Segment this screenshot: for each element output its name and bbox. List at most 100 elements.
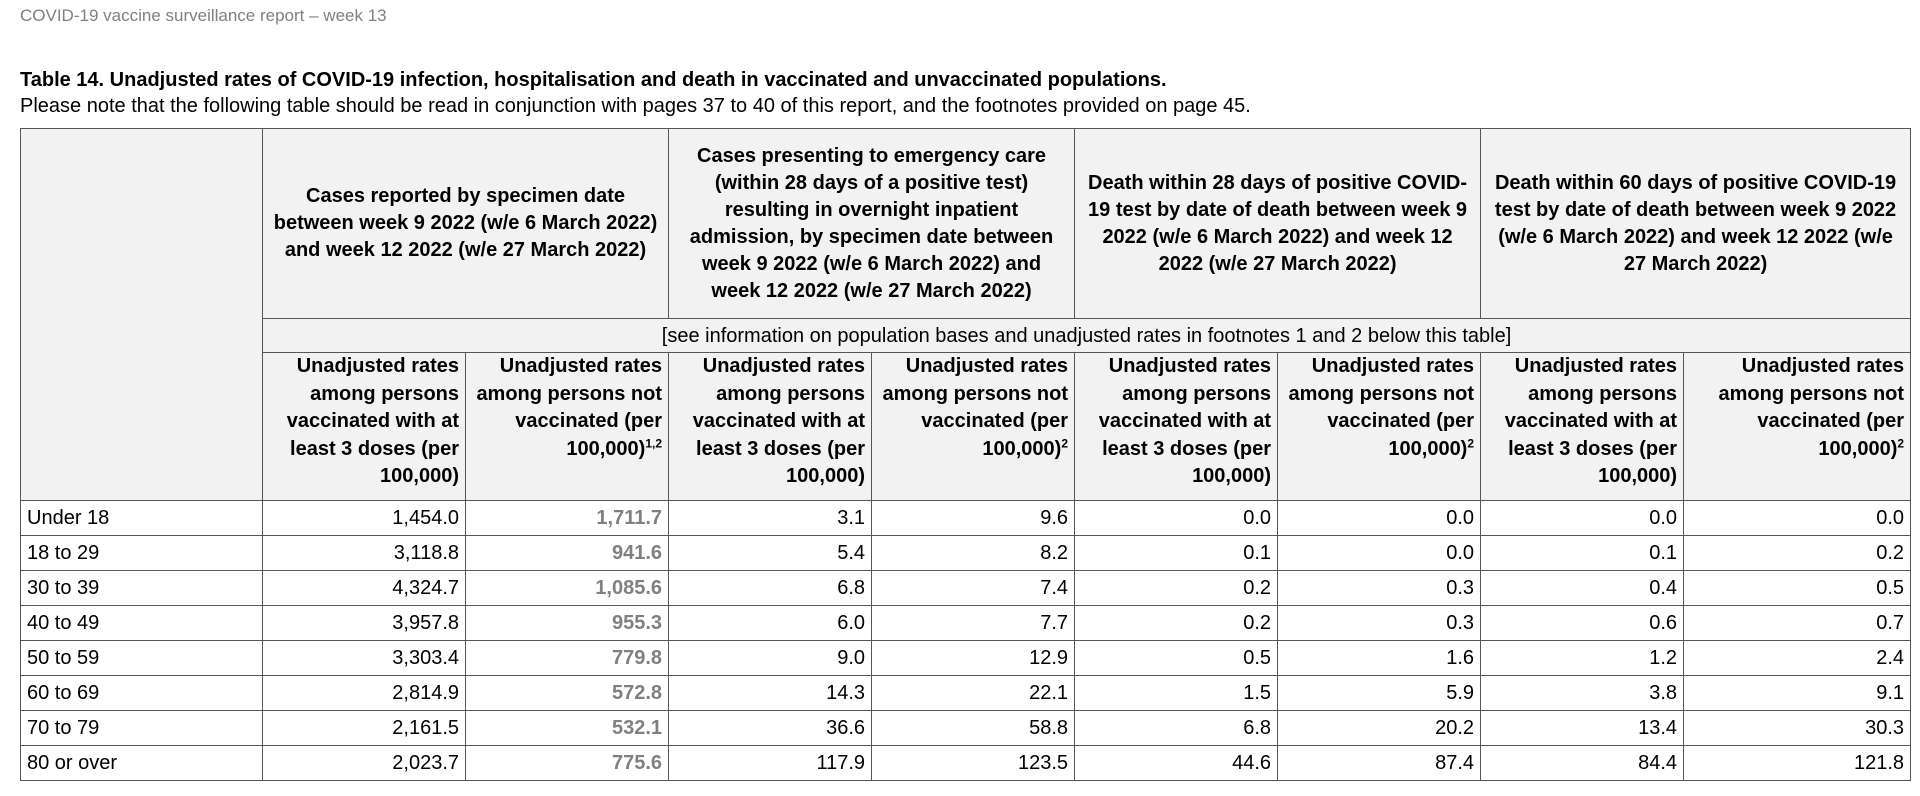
table-cell: 0.1: [1480, 535, 1685, 571]
table-cell: 0.1: [1074, 535, 1279, 571]
table-cell: 9.0: [668, 640, 873, 676]
table-cell: 0.0: [1480, 500, 1685, 536]
group-header-emergency-care: Cases presenting to emergency care (with…: [668, 128, 1076, 319]
table-row: 40 to 49 3,957.8 955.3 6.0 7.7 0.2 0.3 0…: [20, 605, 1912, 641]
table-cell: 44.6: [1074, 745, 1279, 781]
table-cell: 36.6: [668, 710, 873, 746]
table-cell: 7.7: [871, 605, 1076, 641]
table-cell: 5.9: [1277, 675, 1482, 711]
table-row: 80 or over 2,023.7 775.6 117.9 123.5 44.…: [20, 745, 1912, 781]
table-cell: 87.4: [1277, 745, 1482, 781]
rates-table: Cases reported by specimen date between …: [20, 128, 1912, 781]
table-row: 70 to 79 2,161.5 532.1 36.6 58.8 6.8 20.…: [20, 710, 1912, 746]
table-cell: 9.1: [1683, 675, 1912, 711]
table-row: 60 to 69 2,814.9 572.8 14.3 22.1 1.5 5.9…: [20, 675, 1912, 711]
table-cell: 6.0: [668, 605, 873, 641]
table-cell-highlighted: 1,085.6: [464, 570, 670, 606]
table-cell: 1.6: [1277, 640, 1482, 676]
age-group-label: Under 18: [20, 500, 263, 536]
population-note-row: [see information on population bases and…: [21, 318, 1912, 353]
table-cell: 84.4: [1480, 745, 1685, 781]
table-cell: 12.9: [871, 640, 1076, 676]
table-cell: 6.8: [668, 570, 873, 606]
table-cell: 6.8: [1074, 710, 1279, 746]
table-cell: 9.6: [871, 500, 1076, 536]
table-cell: 0.6: [1480, 605, 1685, 641]
table-cell: 2,161.5: [262, 710, 466, 746]
table-cell: 0.2: [1074, 570, 1279, 606]
age-group-label: 30 to 39: [20, 570, 263, 606]
table-cell: 2,814.9: [262, 675, 466, 711]
group-header-cases: Cases reported by specimen date between …: [261, 128, 670, 319]
column-header: Unadjusted rates among persons vaccinate…: [668, 352, 873, 501]
column-header: Unadjusted rates among persons vaccinate…: [262, 352, 466, 501]
table-cell: 3,118.8: [262, 535, 466, 571]
table-cell: 121.8: [1683, 745, 1912, 781]
table-cell: 20.2: [1277, 710, 1482, 746]
table-caption-title: Table 14. Unadjusted rates of COVID-19 i…: [20, 69, 1167, 91]
column-header: Unadjusted rates among persons not vacci…: [1277, 352, 1482, 501]
table-cell: 3.1: [668, 500, 873, 536]
table-cell: 3,303.4: [262, 640, 466, 676]
table-cell: 2,023.7: [262, 745, 466, 781]
table-cell-highlighted: 1,711.7: [464, 500, 670, 536]
table-cell: 3,957.8: [262, 605, 466, 641]
table-cell: 1.5: [1074, 675, 1279, 711]
table-cell: 22.1: [871, 675, 1076, 711]
table-cell: 3.8: [1480, 675, 1685, 711]
population-note: [see information on population bases and…: [261, 318, 1912, 353]
table-cell: 123.5: [871, 745, 1076, 781]
table-cell: 0.5: [1074, 640, 1279, 676]
age-group-label: 18 to 29: [20, 535, 263, 571]
table-cell: 5.4: [668, 535, 873, 571]
age-group-label: 80 or over: [20, 745, 263, 781]
table-cell-highlighted: 532.1: [464, 710, 670, 746]
age-group-label: 50 to 59: [20, 640, 263, 676]
table-cell: 4,324.7: [262, 570, 466, 606]
table-cell: 1.2: [1480, 640, 1685, 676]
table-cell: 58.8: [871, 710, 1076, 746]
table-row: 30 to 39 4,324.7 1,085.6 6.8 7.4 0.2 0.3…: [20, 570, 1912, 606]
group-header-death-60-days: Death within 60 days of positive COVID-1…: [1480, 128, 1912, 319]
group-header-row: Cases reported by specimen date between …: [20, 128, 1912, 501]
table-cell: 0.2: [1074, 605, 1279, 641]
table-row: 50 to 59 3,303.4 779.8 9.0 12.9 0.5 1.6 …: [20, 640, 1912, 676]
table-cell-highlighted: 572.8: [464, 675, 670, 711]
table-cell: 0.0: [1683, 500, 1912, 536]
column-header-row: Unadjusted rates among persons vaccinate…: [21, 352, 1912, 501]
group-header-death-28-days: Death within 28 days of positive COVID-1…: [1074, 128, 1482, 319]
running-header: COVID-19 vaccine surveillance report – w…: [20, 6, 387, 25]
table-row: Under 18 1,454.0 1,711.7 3.1 9.6 0.0 0.0…: [20, 500, 1912, 536]
table-cell: 0.4: [1480, 570, 1685, 606]
table-cell-highlighted: 779.8: [464, 640, 670, 676]
table-cell: 14.3: [668, 675, 873, 711]
age-group-label: 70 to 79: [20, 710, 263, 746]
table-cell: 0.0: [1074, 500, 1279, 536]
column-header: Unadjusted rates among persons not vacci…: [871, 352, 1076, 501]
table-cell: 2.4: [1683, 640, 1912, 676]
table-caption-note: Please note that the following table sho…: [20, 95, 1251, 117]
table-cell-highlighted: 941.6: [464, 535, 670, 571]
column-header: Unadjusted rates among persons vaccinate…: [1074, 352, 1279, 501]
table-cell: 117.9: [668, 745, 873, 781]
table-cell: 0.5: [1683, 570, 1912, 606]
age-group-label: 40 to 49: [20, 605, 263, 641]
table-row: 18 to 29 3,118.8 941.6 5.4 8.2 0.1 0.0 0…: [20, 535, 1912, 571]
table-cell: 0.0: [1277, 500, 1482, 536]
table-cell: 1,454.0: [262, 500, 466, 536]
age-group-label: 60 to 69: [20, 675, 263, 711]
table-cell: 7.4: [871, 570, 1076, 606]
table-cell-highlighted: 955.3: [464, 605, 670, 641]
table-cell-highlighted: 775.6: [464, 745, 670, 781]
table-cell: 8.2: [871, 535, 1076, 571]
table-cell: 13.4: [1480, 710, 1685, 746]
column-header: Unadjusted rates among persons vaccinate…: [1480, 352, 1685, 501]
table-cell: 0.7: [1683, 605, 1912, 641]
column-header: Unadjusted rates among persons not vacci…: [1683, 352, 1912, 501]
table-cell: 0.2: [1683, 535, 1912, 571]
corner-cell: [20, 128, 263, 501]
table-cell: 0.3: [1277, 605, 1482, 641]
table-cell: 0.3: [1277, 570, 1482, 606]
table-cell: 30.3: [1683, 710, 1912, 746]
